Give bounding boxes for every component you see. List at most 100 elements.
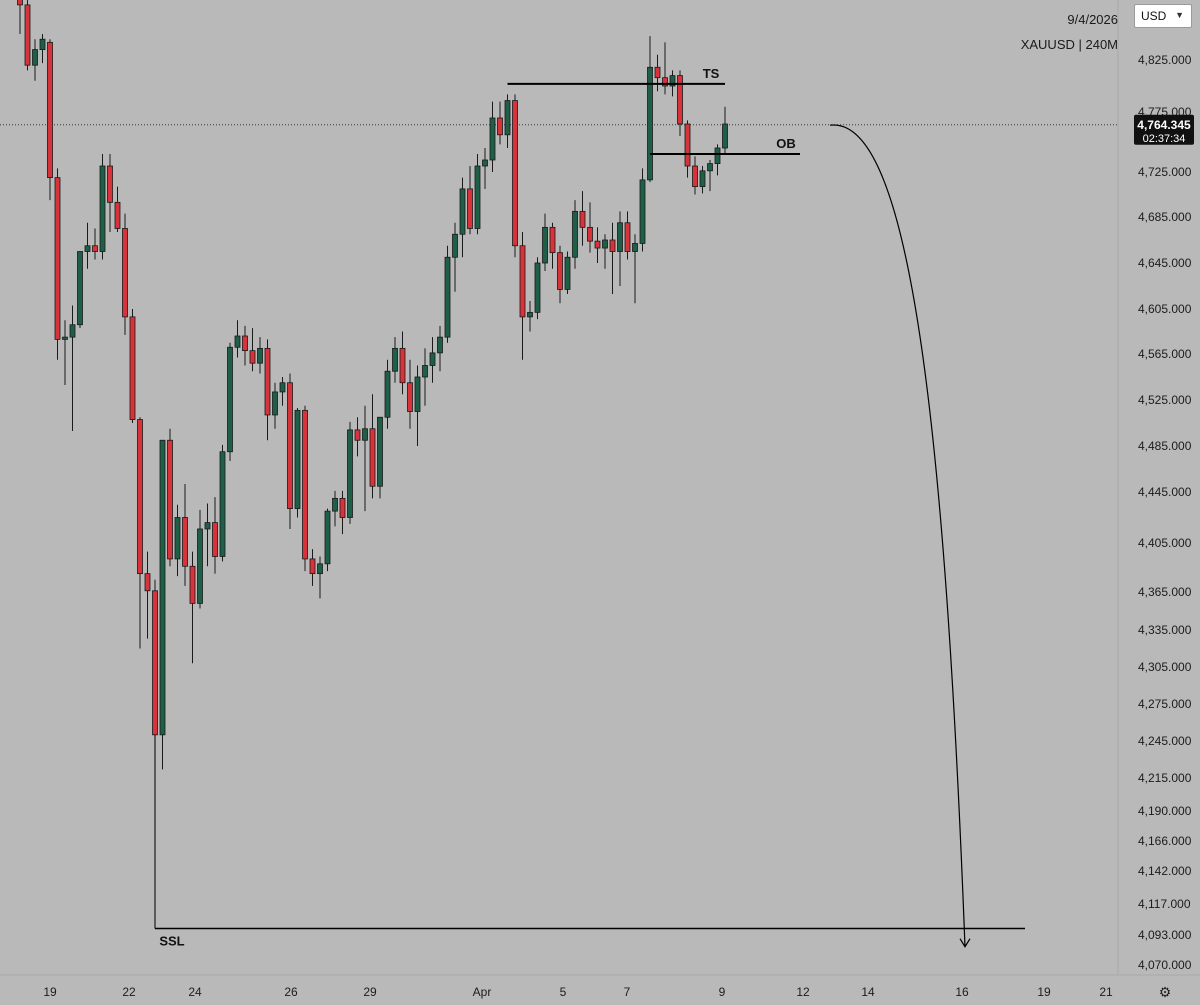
candle-body [332,497,338,512]
projection-arrowhead [959,938,971,948]
candle-body [347,429,353,518]
candle-body [429,352,436,366]
candle-body [452,233,458,258]
candle [609,222,616,295]
candle-body [422,365,428,378]
candle [339,490,346,535]
bar-countdown: 02:37:34 [1143,133,1186,145]
x-tick-label: 16 [955,985,969,999]
candle [407,359,413,429]
price-axis[interactable]: 4,825.0004,775.0004,725.0004,685.0004,64… [1138,53,1192,972]
candle [422,348,428,406]
candle-body [572,210,578,258]
candle-body [497,117,503,136]
x-tick-label: 5 [560,985,567,999]
ts-label: TS [703,66,720,81]
x-tick-label: 26 [284,985,298,999]
candle-body [294,409,301,509]
ob-label: OB [776,136,796,151]
chart-date: 9/4/2026 [1067,12,1118,27]
candle [234,320,241,358]
candle [137,417,143,649]
candle [654,54,661,92]
candle [452,222,458,292]
currency-select[interactable]: USD ▼ [1134,4,1192,28]
candle [242,325,248,366]
y-tick-label: 4,275.000 [1138,697,1192,711]
candle-body [302,409,308,560]
candle-body [482,159,488,167]
candle [317,556,323,599]
candle-body [39,38,46,51]
candle-body [542,226,548,264]
candle-body [249,350,256,364]
candle [182,483,188,586]
candle [62,320,68,386]
candle-body [587,226,593,242]
candle-body [699,170,706,188]
candle-body [722,123,728,149]
y-tick-label: 4,166.000 [1138,834,1192,848]
candle-body [264,347,271,416]
candle [497,101,503,145]
candle [32,39,38,81]
candle-body [527,311,533,318]
candle-body [279,382,286,393]
candle [662,42,668,95]
candle [272,382,278,429]
x-tick-label: 24 [188,985,202,999]
candle [257,337,263,374]
candle [287,373,293,529]
x-tick-label: 22 [122,985,136,999]
candle [92,228,98,260]
candle [617,211,623,286]
candle [602,234,608,269]
candle [69,305,76,432]
candle [557,245,563,304]
candle-body [564,256,571,290]
candle [362,405,368,512]
annotations: TS OB SSL [154,66,1025,949]
candle [392,337,398,383]
candle-body [594,240,601,249]
candle [152,579,158,760]
candle-body [114,201,121,229]
candle-body [632,243,638,252]
time-axis[interactable]: 19 22 24 26 29 Apr 5 7 9 12 14 16 19 21 [43,985,1113,999]
x-tick-label: 9 [719,985,726,999]
candle [489,101,496,172]
currency-value: USD [1141,9,1167,23]
candle-body [227,346,233,453]
ssl-label: SSL [159,934,184,949]
candle-body [24,4,31,66]
candle-body [714,147,721,164]
candle-body [692,165,698,188]
candle-body [272,391,278,416]
gear-icon[interactable]: ⚙ [1158,984,1172,1000]
candle-body [459,188,466,235]
candle-body [47,41,53,179]
candle-body [684,123,691,167]
candle-body [324,510,331,565]
x-tick-label: 7 [624,985,631,999]
candle [699,166,706,194]
y-tick-label: 4,365.000 [1138,585,1192,599]
candle [17,0,23,34]
x-tick-label: 21 [1099,985,1113,999]
candle-body [317,563,323,575]
candle-body [609,239,616,252]
candle [639,168,646,252]
y-tick-label: 4,245.000 [1138,734,1192,748]
candle [482,148,488,189]
y-tick-label: 4,070.000 [1138,958,1192,972]
candle [114,186,121,232]
candle [39,34,46,64]
candle-body [17,0,23,6]
candle [707,160,713,192]
y-tick-label: 4,605.000 [1138,302,1192,316]
y-tick-label: 4,335.000 [1138,623,1192,637]
candle [122,213,128,335]
candle-body [414,376,421,412]
